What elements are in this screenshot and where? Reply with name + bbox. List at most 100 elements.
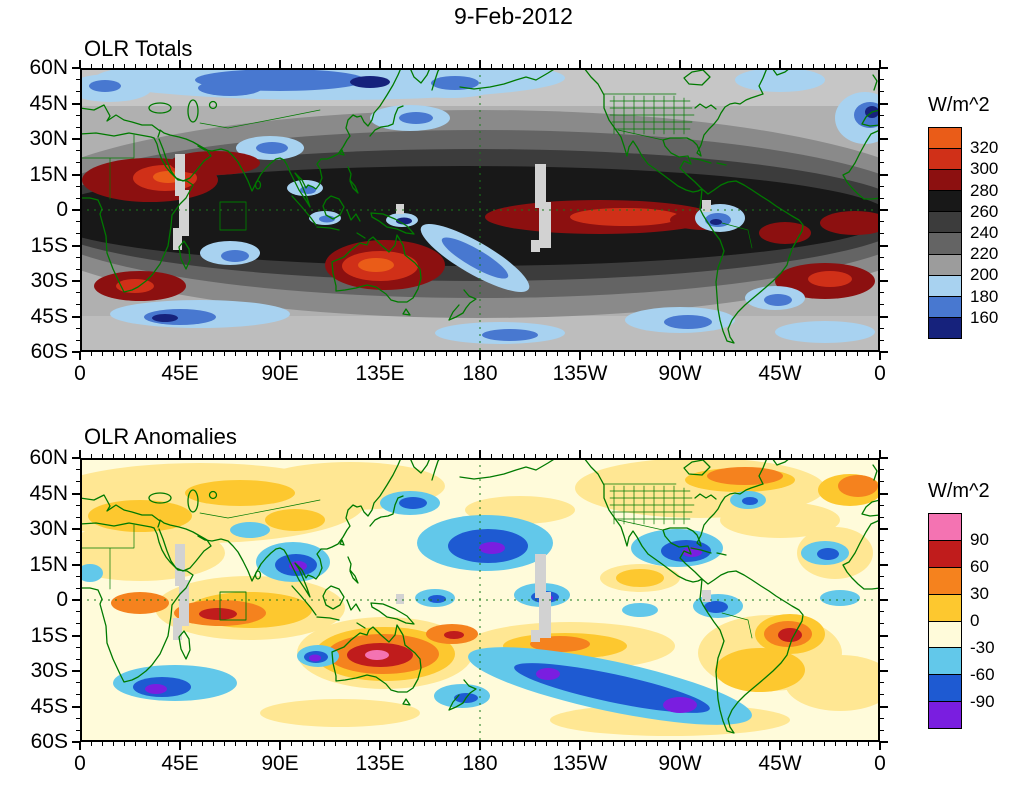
colorbar-tick-label: 180 [970,286,999,306]
axis-tick [880,694,884,696]
axis-tick [757,352,759,356]
axis-tick [368,742,370,746]
axis-tick [823,352,825,356]
axis-tick [679,742,681,750]
axis-tick [490,352,492,356]
olr-anomalies-field [80,458,880,742]
axis-tick [246,352,248,356]
olr-totals-map [72,60,888,360]
axis-tick [880,327,884,329]
reference-lines [80,68,880,352]
axis-tick [123,352,125,356]
colorbar-segment [929,128,961,150]
axis-tick [546,742,548,746]
x-tick-label: 0 [874,362,886,385]
axis-tick [557,742,559,746]
axis-tick [112,352,114,356]
axis-tick [880,209,888,211]
axis-tick [212,352,214,356]
axis-tick [880,729,884,731]
axis-tick [880,634,888,637]
axis-tick [446,352,448,356]
axis-tick [880,244,888,247]
x-tick-label: 135E [355,362,405,385]
date-title: 9-Feb-2012 [454,3,573,29]
axis-tick [135,352,137,356]
axis-tick [857,742,859,746]
axis-tick [880,102,888,105]
y-axis-labels-anomalies: 60N 45N 30N 15N 0 15S 30S 45S 60S [0,446,74,753]
x-tick-label: 90E [261,752,299,775]
axis-tick [880,575,884,577]
x-tick-label: 45W [758,752,802,775]
colorbar-tick-label: 280 [970,180,999,200]
axis-tick [412,352,414,356]
axis-tick [757,742,759,746]
axis-tick [712,352,714,356]
axis-tick [723,352,725,356]
axis-tick [379,60,381,68]
y-tick-label: 0 [56,588,68,611]
y-tick-label: 60N [29,446,68,469]
axis-tick [79,742,81,750]
colorbar-tick-label: -90 [970,692,995,711]
axis-tick [880,563,888,566]
axis-tick [79,60,81,68]
axis-tick [446,742,448,746]
axis-tick [880,623,884,625]
axis-tick [635,352,637,356]
colorbar-segment [929,191,961,213]
colorbar-tick-label: 300 [970,159,999,179]
axis-tick [880,516,884,518]
axis-tick [723,742,725,746]
axis-tick [579,450,581,458]
colorbar-segment [929,275,961,297]
axis-tick [768,352,770,356]
y-tick-label: 60N [29,56,68,79]
axis-tick [557,352,559,356]
x-tick-label: 135E [355,752,405,775]
axis-tick [846,742,848,746]
axis-tick [646,742,648,746]
axis-tick [880,528,888,530]
colorbar-tick-label: -30 [970,638,995,657]
axis-tick [880,185,884,187]
axis-tick [357,742,359,746]
axis-tick [879,742,881,750]
axis-tick [490,742,492,746]
axis-tick [301,742,303,746]
axis-tick [690,742,692,746]
axis-tick [512,742,514,746]
axis-tick [880,670,888,672]
axis-tick [601,352,603,356]
axis-tick [590,352,592,356]
axis-tick [880,91,884,93]
y-tick-label: 45N [29,91,68,115]
axis-tick [779,450,781,458]
axis-tick [179,742,181,750]
y-tick-label: 30S [30,659,68,682]
x-tick-label: 0 [74,362,86,385]
colorbar-segment [929,296,961,318]
axis-tick [846,352,848,356]
axis-tick [423,352,425,356]
axis-tick [701,352,703,356]
axis-tick [880,173,888,176]
map-frame [80,68,880,352]
x-tick-label: 45E [161,752,199,775]
y-tick-label: 45S [30,304,68,328]
axis-tick [880,280,888,282]
axis-tick [379,742,381,750]
axis-tick [401,742,403,746]
axis-tick [579,742,581,750]
colorbar-scale: 320 300 280 260 240 220 200 180 160 [928,127,998,339]
axis-tick [290,352,292,356]
axis-tick [880,469,884,471]
axis-tick [880,315,888,318]
axis-tick [880,682,884,684]
axis-tick [657,352,659,356]
axis-tick [290,742,292,746]
x-tick-label: 180 [462,752,498,775]
axis-tick [279,742,281,750]
colorbar-segment [929,702,961,728]
